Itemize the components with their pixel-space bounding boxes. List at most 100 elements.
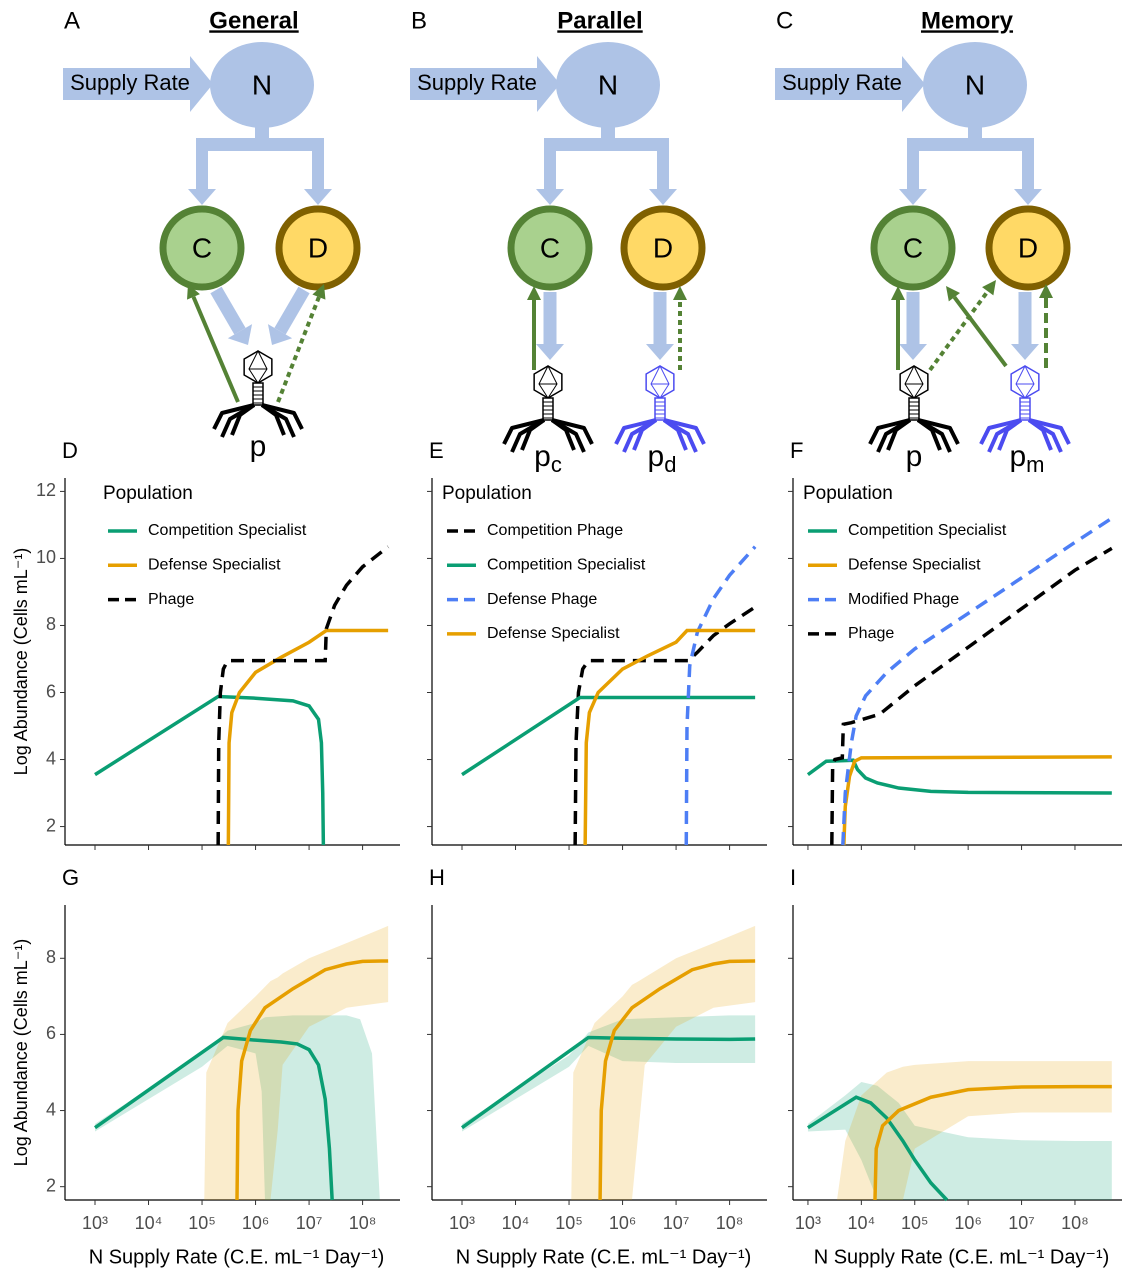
n-label: N [965,69,985,100]
x-tick-label: 10³ [795,1213,821,1233]
phage-head [646,366,674,398]
phage-label-sub: m [1026,452,1044,477]
branch [544,138,669,151]
phage-head [534,366,562,398]
y-tick-label: 2 [46,815,56,835]
panel-letter: I [790,865,796,890]
phage-label-base: p [906,440,923,473]
series-line [218,547,388,845]
arrow-head [536,344,564,360]
legend-label: Competition Phage [487,522,623,539]
x-tick-label: 10⁸ [1061,1213,1089,1233]
phage-tail [1020,398,1030,420]
x-tick-label: 10⁵ [901,1213,928,1233]
phage-label: p [250,430,267,463]
phage-head [244,351,272,383]
x-axis-label: N Supply Rate (C.E. mL⁻¹ Day⁻¹) [814,1246,1110,1268]
y-tick-label: 2 [46,1175,56,1195]
legend-label: Defense Phage [487,591,597,608]
arrow-head [1011,344,1039,360]
legend-label: Modified Phage [848,591,959,608]
diagram-title: General [209,7,298,34]
arrow-head [304,189,332,205]
phage-label: pm [1009,440,1044,477]
phage-tail [543,398,553,420]
x-tick-label: 10³ [82,1213,108,1233]
branch [196,138,324,151]
phage-tail [655,398,665,420]
phage-label: pc [534,440,562,477]
arrow-shaft [216,290,240,331]
x-tick-label: 10⁷ [296,1213,323,1233]
legend-title: Population [103,483,193,504]
legend-label: Phage [148,591,194,608]
d-label: D [1018,232,1038,263]
y-tick-label: 6 [46,1023,56,1043]
x-tick-label: 10⁴ [847,1213,875,1233]
series-line [585,631,755,846]
x-tick-label: 10⁶ [954,1213,981,1233]
arrow-head [646,344,674,360]
c-label: C [903,232,923,263]
diagram-title: Parallel [557,7,642,34]
legend-label: Defense Specialist [148,557,281,574]
phage-label: p [906,440,923,473]
x-tick-label: 10⁶ [242,1213,269,1233]
phage-label-base: p [1009,440,1026,473]
y-tick-label: 10 [36,547,56,567]
x-tick-label: 10³ [449,1213,475,1233]
phage-tail [909,398,919,420]
y-tick-label: 8 [46,614,56,634]
x-axis-label: N Supply Rate (C.E. mL⁻¹ Day⁻¹) [456,1246,752,1268]
arrow-shaft [280,290,304,331]
phage-label-base: p [648,440,665,473]
phage-label-base: p [534,440,551,473]
x-tick-label: 10⁷ [1008,1213,1035,1233]
phage-icon [214,351,302,437]
x-tick-label: 10⁵ [555,1213,582,1233]
series-line [228,631,388,846]
y-axis-label: Log Abundance (Cells mL⁻¹) [11,548,31,776]
legend-title: Population [442,483,532,504]
legend-label: Defense Specialist [487,625,620,642]
supply-label: Supply Rate [782,70,902,95]
y-tick-label: 4 [46,748,56,768]
x-tick-label: 10⁴ [135,1213,163,1233]
panel-letter: G [62,865,79,890]
x-axis-label: N Supply Rate (C.E. mL⁻¹ Day⁻¹) [89,1246,385,1268]
panel-letter: A [64,7,80,34]
series-line [844,757,1112,845]
panel-letter: B [411,7,427,34]
legend-label: Competition Specialist [848,522,1007,539]
supply-label: Supply Rate [70,70,190,95]
c-label: C [192,232,212,263]
y-tick-label: 6 [46,681,56,701]
phage-label-sub: c [551,452,562,477]
d-label: D [653,232,673,263]
panel-letter: C [776,7,793,34]
arrow-shaft [954,297,1006,366]
legend-label: Phage [848,625,894,642]
arrow-head [536,189,564,205]
d-label: D [308,232,328,263]
phage-head [1011,366,1039,398]
y-tick-label: 4 [46,1099,56,1119]
n-label: N [252,69,272,100]
phage-label-sub: d [664,452,676,477]
x-tick-label: 10⁸ [349,1213,377,1233]
panel-letter: D [62,438,78,463]
phage-label-base: p [250,430,267,463]
supply-label: Supply Rate [417,70,537,95]
arrow-head [649,189,677,205]
panel-letter: H [429,865,445,890]
panel-letter: F [790,438,803,463]
x-tick-label: 10⁴ [502,1213,530,1233]
series-line [575,607,755,845]
series-line [462,698,755,775]
series-line [95,697,323,845]
legend-label: Competition Specialist [148,522,307,539]
branch [907,138,1034,151]
arrow-head [1014,189,1042,205]
legend-title: Population [803,483,893,504]
phage-tail [253,383,263,405]
